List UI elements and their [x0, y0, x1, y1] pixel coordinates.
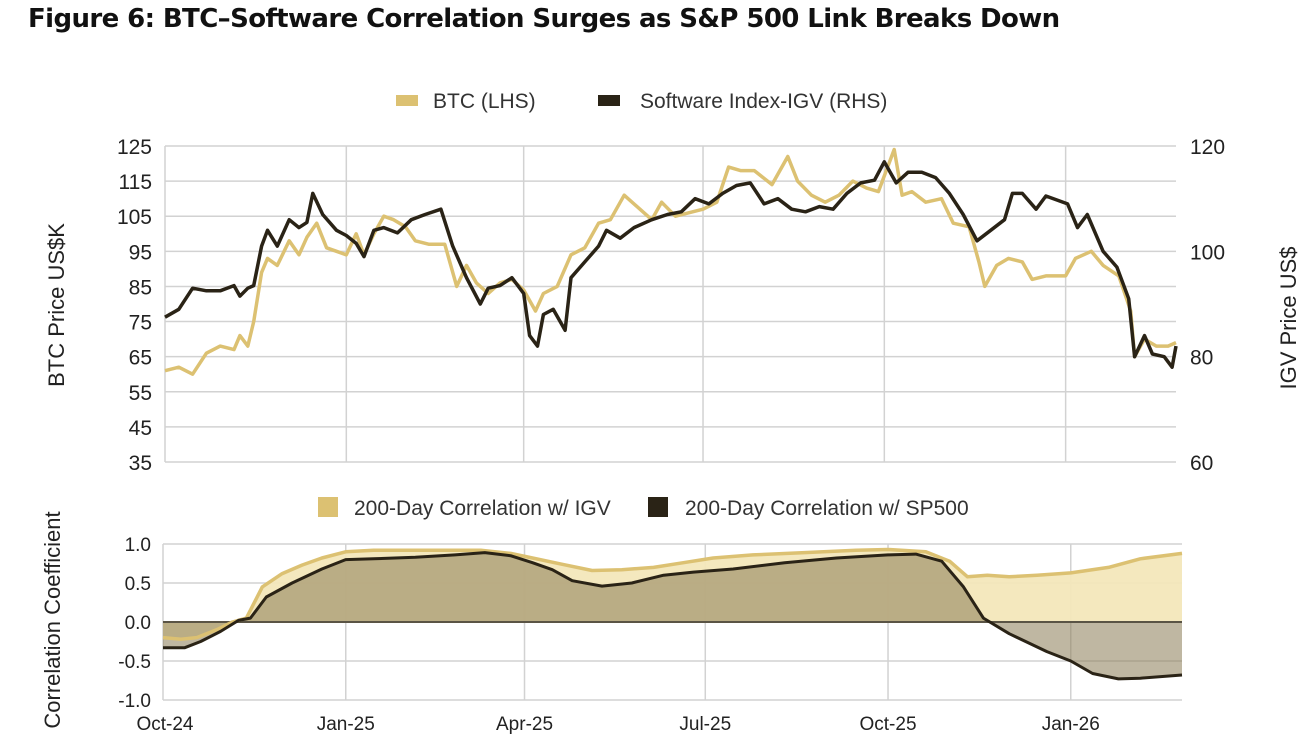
right-tick-label: 120 — [1190, 136, 1225, 159]
x-tick-label: Jul-25 — [679, 714, 731, 735]
top-right-axis-label: IGV Price US$ — [1276, 246, 1301, 389]
bottom-tick-label: 1.0 — [125, 535, 151, 556]
right-tick-label: 100 — [1190, 241, 1225, 264]
legend-label-corr-igv: 200-Day Correlation w/ IGV — [354, 497, 611, 520]
left-tick-label: 115 — [119, 171, 152, 194]
bottom-axis-label: Correlation Coefficient — [40, 511, 65, 728]
right-tick-label: 60 — [1190, 452, 1213, 475]
legend-label-igv: Software Index-IGV (RHS) — [640, 90, 887, 113]
right-tick-label: 80 — [1190, 347, 1213, 370]
top-gridlines — [164, 145, 1176, 463]
x-tick-label: Jan-26 — [1042, 714, 1100, 735]
left-tick-label: 95 — [129, 241, 152, 264]
left-tick-label: 55 — [129, 382, 152, 405]
top-right-axis-ticks: 120 100 80 60 — [1190, 136, 1225, 475]
corr-sp500-line — [163, 551, 1183, 681]
legend-label-btc: BTC (LHS) — [433, 90, 536, 113]
igv-price-line — [164, 160, 1178, 369]
bottom-axis-ticks: 1.0 0.5 0.0 -0.5 -1.0 — [118, 535, 151, 712]
bottom-tick-label: -1.0 — [118, 691, 151, 712]
legend-swatch-btc — [396, 95, 418, 106]
left-tick-label: 105 — [117, 206, 152, 229]
bottom-tick-label: 0.5 — [125, 574, 151, 595]
left-tick-label: 65 — [129, 347, 152, 370]
x-tick-label: Jan-25 — [317, 714, 375, 735]
bottom-area-fills — [163, 549, 1182, 679]
bottom-legend: 200-Day Correlation w/ IGV 200-Day Corre… — [318, 497, 969, 520]
legend-label-corr-sp500: 200-Day Correlation w/ SP500 — [685, 497, 969, 520]
top-left-axis-label: BTC Price US$K — [44, 223, 69, 387]
left-tick-label: 75 — [129, 312, 152, 335]
x-tick-label: Oct-25 — [860, 714, 917, 735]
bottom-tick-label: -0.5 — [118, 652, 151, 673]
top-legend: BTC (LHS) Software Index-IGV (RHS) — [396, 90, 887, 113]
left-tick-label: 45 — [129, 417, 152, 440]
bottom-series-lines — [162, 547, 1183, 681]
corr-sp500-area — [163, 552, 1182, 679]
figure-title: Figure 6: BTC–Software Correlation Surge… — [28, 4, 1060, 34]
corr-igv-line — [162, 547, 1183, 641]
left-tick-label: 125 — [117, 136, 152, 159]
top-left-axis-ticks: 125 115 105 95 85 75 65 55 45 35 — [117, 136, 152, 475]
x-tick-label: Oct-24 — [136, 714, 193, 735]
top-series-lines — [164, 147, 1178, 376]
bottom-tick-label: 0.0 — [125, 613, 151, 634]
legend-swatch-corr-sp500 — [648, 497, 668, 517]
x-axis-ticks: Oct-24 Jan-25 Apr-25 Jul-25 Oct-25 Jan-26 — [136, 714, 1099, 735]
left-tick-label: 35 — [129, 452, 152, 475]
left-tick-label: 85 — [129, 276, 152, 299]
legend-swatch-corr-igv — [318, 497, 338, 517]
x-tick-label: Apr-25 — [496, 714, 553, 735]
btc-price-line — [164, 147, 1177, 376]
legend-swatch-igv — [598, 95, 620, 106]
